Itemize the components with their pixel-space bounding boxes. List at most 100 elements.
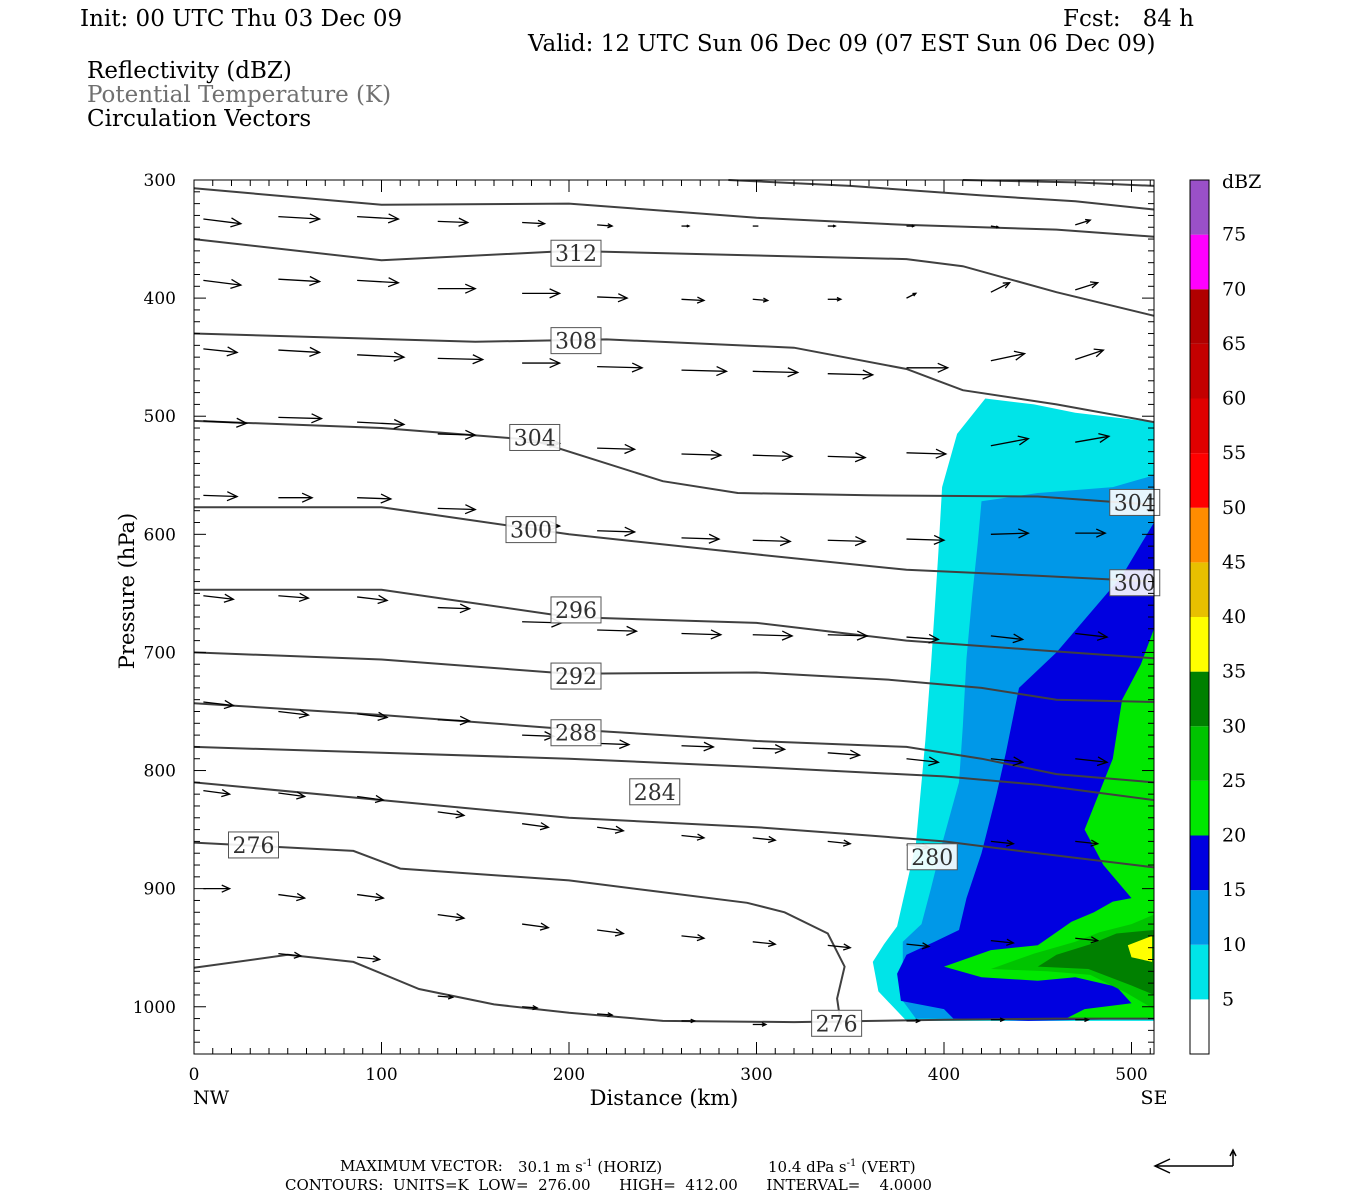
circulation-vector [278, 413, 324, 424]
contour-label-box [228, 831, 279, 859]
circulation-vector [990, 839, 1015, 847]
circulation-vector [597, 362, 644, 373]
circulation-vector [990, 1017, 1006, 1023]
circulation-vector [357, 418, 406, 430]
contour-label-box [550, 596, 602, 624]
theta-280 [193, 781, 1155, 869]
circulation-vector [437, 429, 477, 440]
contour-label: 312 [555, 242, 597, 267]
circulation-vector [1075, 631, 1109, 641]
contour-label-box [550, 239, 602, 267]
circulation-vector [752, 744, 787, 754]
colorbar-label: 35 [1222, 661, 1246, 683]
circulation-vector [827, 224, 837, 228]
contour-label: 304 [514, 426, 556, 451]
circulation-vector [278, 275, 322, 287]
circulation-vector [522, 288, 562, 299]
theta-284 [193, 745, 1155, 802]
circulation-vector [681, 629, 723, 640]
contour-label: 296 [555, 599, 597, 624]
circulation-vector [203, 491, 239, 502]
circulation-vector [681, 449, 723, 460]
circulation-vector [522, 922, 550, 931]
circulation-vector [437, 504, 477, 515]
colorbar-label: 40 [1222, 606, 1246, 628]
contour-label: 288 [555, 722, 597, 747]
contour-label-box [906, 843, 958, 871]
circulation-vector [437, 994, 455, 1000]
y-tick-label: 600 [144, 525, 176, 545]
circulation-vector [597, 293, 629, 303]
colorbar-label: 10 [1222, 934, 1246, 956]
circulation-vector [357, 213, 400, 224]
circulation-vector [827, 296, 843, 302]
x-tick-label: 300 [740, 1065, 772, 1085]
contour-label-box [509, 423, 561, 451]
reflectivity-20dbz [944, 628, 1154, 1019]
colorbar-label: 70 [1222, 278, 1246, 300]
circulation-vector [357, 493, 393, 504]
y-tick-label: 300 [144, 171, 176, 191]
theta-276 [193, 841, 846, 1025]
colorbar-swatch-20 [1190, 780, 1209, 836]
horiz-unit: (HORIZ) [597, 1158, 663, 1176]
circulation-vector [278, 592, 310, 603]
circulation-vector [681, 224, 691, 228]
circulation-vector [752, 939, 777, 948]
circulation-vectors [203, 213, 1111, 1027]
contour-info: CONTOURS: UNITS=K LOW= 276.00 HIGH= 412.… [285, 1176, 932, 1194]
circulation-vector [203, 699, 235, 710]
colorbar-label: 25 [1222, 770, 1246, 792]
circulation-vector [357, 892, 385, 902]
colorbar-swatch-30 [1190, 671, 1209, 727]
reflectivity-15dbz [897, 522, 1154, 1021]
circulation-vector [1075, 218, 1092, 226]
circulation-vector [681, 833, 706, 841]
circulation-vector [357, 277, 400, 288]
theta-308 [193, 332, 1155, 424]
colorbar-swatch-70 [1190, 234, 1209, 290]
circulation-vector [1075, 1017, 1090, 1023]
circulation-vector [522, 731, 556, 741]
circulation-vector [278, 709, 310, 719]
colorbar-label: 50 [1222, 497, 1246, 519]
x-tick-label: 100 [365, 1065, 397, 1085]
valid-time: Valid: 12 UTC Sun 06 Dec 09 (07 EST Sun … [528, 31, 1156, 57]
circulation-vector [681, 365, 729, 377]
max-vector-horiz: 30.1 m s-1 (HORIZ) [518, 1159, 662, 1175]
circulation-vector [1075, 348, 1105, 361]
colorbar-swatch-45 [1190, 507, 1209, 563]
circulation-vector [906, 448, 948, 459]
init-time: Init: 00 UTC Thu 03 Dec 09 [80, 6, 403, 32]
theta-320 [728, 179, 1155, 211]
circulation-vector [681, 741, 715, 752]
colorbar-label: 15 [1222, 879, 1246, 901]
circulation-vector [597, 443, 637, 455]
y-tick-label: 900 [144, 880, 176, 900]
contour-label-box [550, 719, 602, 747]
circulation-vector [522, 1004, 539, 1011]
contour-label: 292 [555, 665, 597, 690]
contour-label: 276 [816, 1012, 858, 1037]
x-tick-label: 200 [553, 1065, 585, 1085]
circulation-vector [437, 913, 466, 922]
circulation-vector [203, 417, 249, 428]
circulation-vector [906, 224, 916, 228]
contour-label-box [629, 778, 681, 806]
field-theta: Potential Temperature (K) [87, 82, 392, 108]
colorbar-swatch-65 [1190, 289, 1209, 344]
colorbar-swatch-55 [1190, 398, 1209, 454]
circulation-vector [752, 835, 777, 844]
contour-label: 308 [555, 330, 597, 355]
circulation-vector [357, 351, 406, 362]
vert-unit: (VERT) [861, 1158, 916, 1176]
colorbar-label: 65 [1222, 333, 1246, 355]
circulation-vector [437, 810, 466, 819]
colorbar-swatch-50 [1190, 453, 1209, 508]
x-tick-label: 0 [189, 1065, 200, 1085]
x-tick-label: 500 [1115, 1065, 1147, 1085]
circulation-vector [990, 435, 1030, 447]
circulation-vector [203, 278, 243, 289]
circulation-vector [1075, 936, 1100, 944]
colorbar: 5 10 15 20 25 30 35 40 45 50 55 60 65 70 75 dBZ [1189, 171, 1261, 1055]
